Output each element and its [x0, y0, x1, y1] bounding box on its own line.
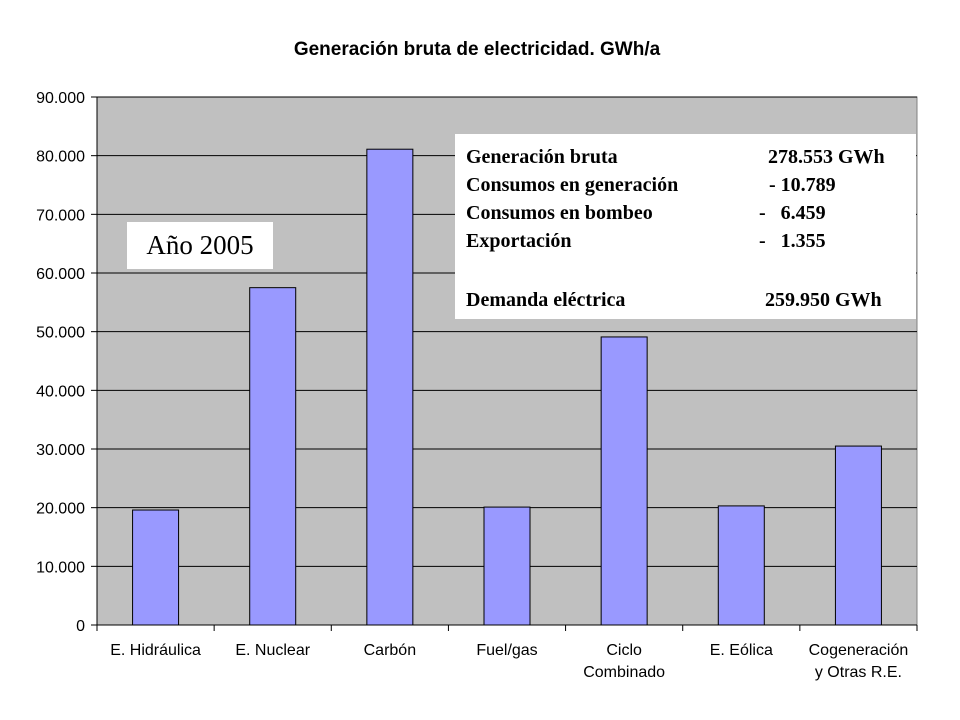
y-axis: 0 10.000 20.000 30.000 40.000 50.000 60.000 70.…	[36, 90, 98, 635]
summary-value: 259.950 GWh	[765, 289, 882, 311]
chart-title: Generación bruta de electricidad. GWh/a	[294, 39, 661, 60]
summary-row: Exportación	[466, 228, 572, 254]
y-tick-label: 80.000	[36, 149, 85, 166]
summary-label: Demanda eléctrica	[466, 289, 626, 311]
x-tick-label: E. Hidráulica	[110, 642, 201, 659]
summary-row: Generación bruta	[466, 144, 618, 170]
bar	[600, 336, 648, 626]
x-axis: E. Hidráulica E. Nuclear Carbón Fuel/gas Cic…	[96, 624, 918, 681]
y-tick-label: 90.000	[36, 90, 85, 107]
year-annotation: Año 2005	[127, 222, 273, 269]
x-tick-label: Cogeneración	[809, 642, 909, 659]
x-tick-label: E. Nuclear	[235, 642, 310, 659]
x-tick-label: y Otras R.E.	[815, 664, 902, 681]
x-tick-label: Carbón	[364, 642, 416, 659]
summary-row: Consumos en generación	[466, 172, 678, 198]
y-tick-label: 70.000	[36, 207, 85, 224]
x-tick-label: Ciclo	[606, 642, 642, 659]
bar	[834, 445, 882, 626]
summary-label: Exportación	[466, 230, 572, 252]
summary-label: Generación bruta	[466, 146, 618, 168]
bar	[483, 506, 531, 626]
summary-value: - 10.789	[769, 174, 836, 196]
bar	[717, 505, 765, 626]
y-tick-label: 20.000	[36, 501, 85, 518]
bar	[249, 287, 297, 626]
y-tick-label: 50.000	[36, 325, 85, 342]
summary-value: - 1.355	[759, 230, 826, 252]
summary-label: Consumos en bombeo	[466, 202, 653, 224]
summary-label: Consumos en generación	[466, 174, 679, 196]
summary-row: Demanda eléctrica	[466, 287, 625, 313]
bars	[132, 148, 882, 626]
x-tick-label: Combinado	[583, 664, 665, 681]
summary-value: - 6.459	[759, 202, 826, 224]
y-tick-label: 60.000	[36, 266, 85, 283]
y-tick-label: 40.000	[36, 383, 85, 400]
y-tick-label: 10.000	[36, 559, 85, 576]
summary-row: Consumos en bombeo	[466, 200, 653, 226]
summary-box: Generación bruta 278.553 GWh Consumos en…	[455, 134, 916, 319]
bar	[366, 148, 414, 626]
bar	[132, 509, 180, 626]
x-tick-label: Fuel/gas	[476, 642, 537, 659]
summary-value: 278.553 GWh	[768, 146, 885, 168]
x-tick-label: E. Eólica	[710, 642, 773, 659]
y-tick-label: 30.000	[36, 442, 85, 459]
y-tick-label: 0	[76, 618, 85, 635]
